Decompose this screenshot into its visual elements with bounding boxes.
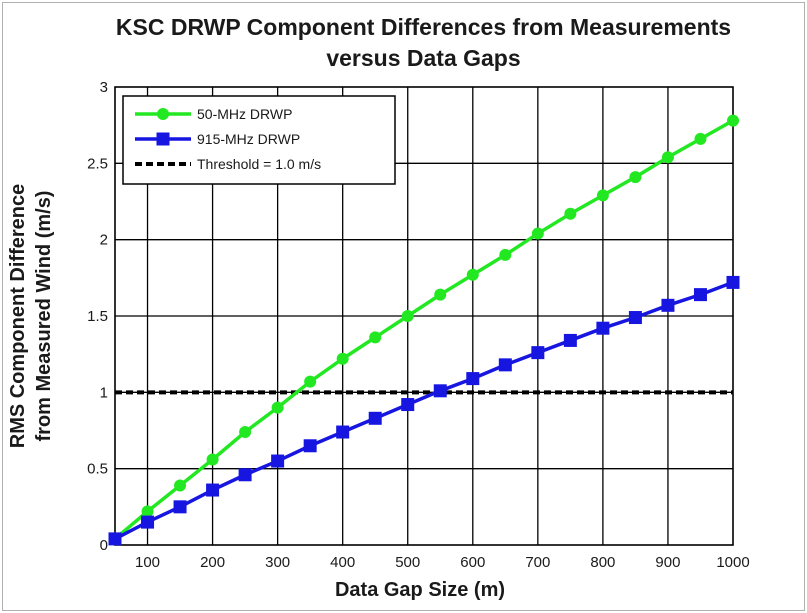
data-point-series-1 — [239, 426, 252, 439]
y-tick-label: 3 — [100, 79, 108, 96]
legend-label: Threshold = 1.0 m/s — [197, 156, 321, 172]
data-point-series-1 — [336, 352, 349, 365]
y-tick-label: 0 — [100, 537, 108, 554]
legend-item: 50-MHz DRWP — [135, 106, 292, 122]
data-point-series-2 — [108, 532, 122, 546]
y-tick-label: 2.5 — [87, 155, 108, 172]
x-tick-label: 300 — [265, 554, 290, 571]
legend-label: 50-MHz DRWP — [197, 106, 292, 122]
data-point-series-1 — [174, 479, 187, 492]
y-tick-label: 1 — [100, 384, 108, 401]
data-point-series-1 — [466, 268, 479, 281]
data-point-series-1 — [369, 331, 382, 344]
data-point-series-1 — [499, 248, 512, 261]
x-axis-label: Data Gap Size (m) — [334, 579, 506, 601]
data-point-series-2 — [661, 298, 675, 312]
data-point-series-2 — [531, 346, 545, 360]
data-point-series-2 — [466, 372, 480, 386]
y-tick-label: 2 — [100, 232, 108, 249]
data-point-series-2 — [401, 398, 415, 412]
data-point-series-2 — [206, 483, 220, 497]
data-point-series-2 — [693, 288, 707, 302]
legend-item: 915-MHz DRWP — [135, 131, 300, 147]
data-point-series-1 — [434, 288, 447, 301]
x-tick-label: 400 — [330, 554, 355, 571]
x-tick-label: 600 — [460, 554, 485, 571]
data-point-series-2 — [173, 500, 187, 514]
data-point-series-1 — [694, 132, 707, 145]
legend: 50-MHz DRWP 915-MHz DRWP Threshold = 1.0 m… — [122, 95, 396, 185]
data-point-series-2 — [336, 425, 350, 439]
x-tick-label: 500 — [395, 554, 420, 571]
chart-subtitle: versus Data Gaps — [326, 45, 521, 71]
data-point-series-2 — [563, 333, 577, 347]
data-point-series-2 — [628, 311, 642, 325]
data-point-series-1 — [141, 505, 154, 518]
x-tick-label: 900 — [655, 554, 680, 571]
legend-label: 915-MHz DRWP — [197, 131, 300, 147]
data-point-series-1 — [531, 227, 544, 240]
data-point-series-2 — [238, 468, 252, 482]
data-point-series-2 — [303, 439, 317, 453]
data-point-series-1 — [206, 453, 219, 466]
data-point-series-1 — [629, 171, 642, 184]
x-tick-label: 800 — [590, 554, 615, 571]
data-point-series-1 — [564, 207, 577, 220]
legend-marker — [156, 132, 170, 146]
x-tick-label: 100 — [135, 554, 160, 571]
x-tick-label: 1000 — [716, 554, 749, 571]
data-point-series-1 — [727, 114, 739, 127]
y-tick-label: 1.5 — [87, 308, 108, 325]
data-point-series-2 — [433, 384, 447, 398]
data-point-series-1 — [596, 189, 609, 202]
data-point-series-2 — [141, 515, 155, 529]
y-tick-label: 0.5 — [87, 461, 108, 478]
data-point-series-2 — [498, 358, 512, 372]
data-point-series-2 — [368, 411, 382, 425]
x-tick-label: 200 — [200, 554, 225, 571]
legend-item: Threshold = 1.0 m/s — [135, 156, 321, 172]
plot-border — [114, 86, 734, 546]
data-point-series-1 — [401, 310, 414, 322]
data-point-series-2 — [596, 321, 610, 335]
data-point-series-1 — [304, 375, 317, 388]
chart-title: KSC DRWP Component Differences from Meas… — [115, 14, 732, 40]
data-point-series-1 — [661, 151, 674, 164]
x-tick-label: 700 — [525, 554, 550, 571]
data-point-series-2 — [271, 454, 285, 468]
data-point-series-1 — [271, 401, 284, 414]
data-point-series-2 — [726, 275, 740, 289]
series-line-1 — [113, 119, 734, 541]
legend-marker — [157, 108, 169, 120]
